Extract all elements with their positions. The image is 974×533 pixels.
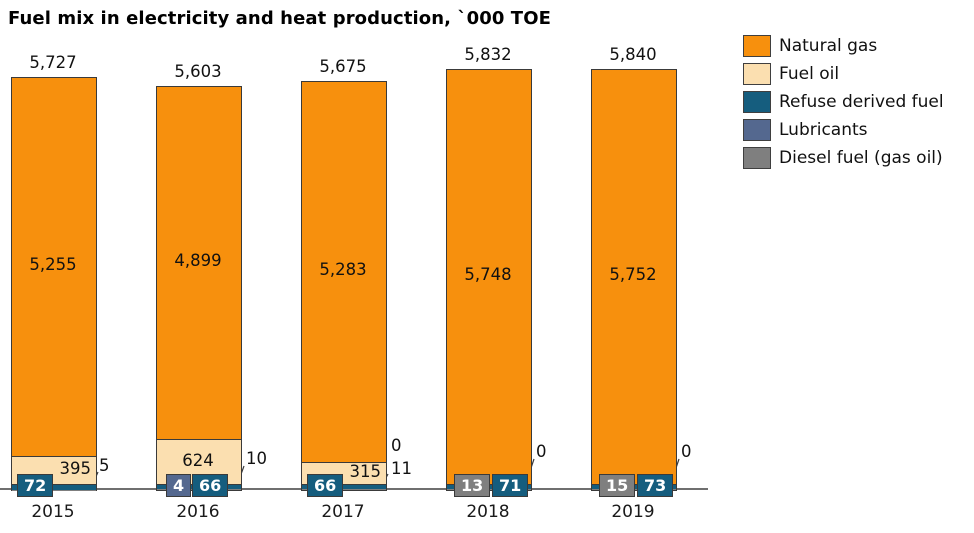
year-label-2015: 2015 — [31, 502, 75, 522]
legend-item-fuel-oil: Fuel oil — [743, 60, 944, 88]
total-label-2016: 5,603 — [174, 61, 222, 81]
legend-item-refuse-derived-fuel: Refuse derived fuel — [743, 88, 944, 116]
total-label-2015: 5,727 — [29, 53, 77, 72]
natural-gas-label-2017: 5,283 — [319, 259, 367, 279]
total-label-2017: 5,675 — [319, 56, 367, 76]
natural-gas-label-2016: 4,899 — [174, 251, 222, 271]
bar-2019 — [591, 68, 677, 491]
boxed-label-diesel-fuel-gas-oil-2019: 15 — [599, 474, 636, 497]
leader-label-2018-0: 0 — [536, 442, 547, 461]
fuel-oil-label-2017: 315 — [349, 462, 382, 482]
legend-swatch-fuel-oil — [743, 63, 771, 85]
boxed-label-diesel-fuel-gas-oil-2018: 13 — [454, 474, 491, 497]
segment-natural-gas-2015 — [12, 78, 96, 457]
fuel-oil-label-2016: 624 — [182, 450, 214, 470]
year-label-2019: 2019 — [611, 502, 655, 522]
boxed-label-refuse-derived-fuel-2015: 72 — [17, 474, 54, 497]
legend-label-lubricants: Lubricants — [779, 120, 868, 140]
leader-label-2017-0: 0 — [391, 436, 402, 455]
legend-label-diesel-fuel-gas-oil: Diesel fuel (gas oil) — [779, 148, 943, 168]
bar-2018 — [446, 69, 532, 491]
boxed-label-refuse-derived-fuel-2018: 71 — [492, 474, 529, 497]
segment-natural-gas-2018 — [447, 70, 531, 484]
legend-label-refuse-derived-fuel: Refuse derived fuel — [779, 92, 944, 112]
segment-refuse-derived-fuel-2017 — [302, 484, 386, 490]
boxed-label-lubricants-2016: 4 — [166, 474, 192, 497]
total-label-2018: 5,832 — [464, 45, 512, 65]
leader-label-2015-0: 5 — [99, 456, 110, 475]
natural-gas-label-2015: 5,255 — [29, 255, 77, 274]
legend-item-lubricants: Lubricants — [743, 116, 944, 144]
legend-item-natural-gas: Natural gas — [743, 32, 944, 60]
leader-label-2019-0: 0 — [681, 442, 692, 461]
bar-2017 — [301, 80, 387, 491]
natural-gas-label-2018: 5,748 — [464, 265, 512, 285]
segment-refuse-derived-fuel-2015 — [12, 484, 96, 490]
natural-gas-label-2019: 5,752 — [609, 264, 657, 284]
legend-swatch-diesel-fuel-gas-oil — [743, 147, 771, 169]
boxed-label-refuse-derived-fuel-2017: 66 — [307, 474, 344, 497]
legend-item-diesel-fuel-gas-oil: Diesel fuel (gas oil) — [743, 144, 944, 172]
segment-natural-gas-2017 — [302, 81, 386, 462]
year-label-2018: 2018 — [466, 502, 510, 522]
legend-swatch-natural-gas — [743, 35, 771, 57]
legend: Natural gas Fuel oil Refuse derived fuel Lu… — [743, 32, 944, 172]
year-label-2016: 2016 — [176, 502, 220, 522]
legend-label-natural-gas: Natural gas — [779, 36, 878, 56]
legend-label-fuel-oil: Fuel oil — [779, 64, 840, 84]
legend-swatch-refuse-derived-fuel — [743, 91, 771, 113]
leader-label-2017-1: 11 — [391, 459, 412, 478]
fuel-oil-label-2015: 395 — [59, 459, 92, 479]
leader-label-2016-0: 10 — [246, 449, 267, 468]
segment-diesel-fuel-gas-oil-2017 — [302, 489, 386, 490]
bar-2015 — [11, 77, 97, 491]
bar-2016 — [156, 85, 242, 491]
segment-natural-gas-2016 — [157, 86, 241, 440]
legend-swatch-lubricants — [743, 119, 771, 141]
total-label-2019: 5,840 — [609, 44, 657, 64]
segment-natural-gas-2019 — [592, 69, 676, 484]
year-label-2017: 2017 — [321, 502, 365, 522]
chart-title: Fuel mix in electricity and heat product… — [8, 8, 551, 29]
boxed-label-refuse-derived-fuel-2016: 66 — [192, 474, 229, 497]
boxed-label-refuse-derived-fuel-2019: 73 — [637, 474, 674, 497]
